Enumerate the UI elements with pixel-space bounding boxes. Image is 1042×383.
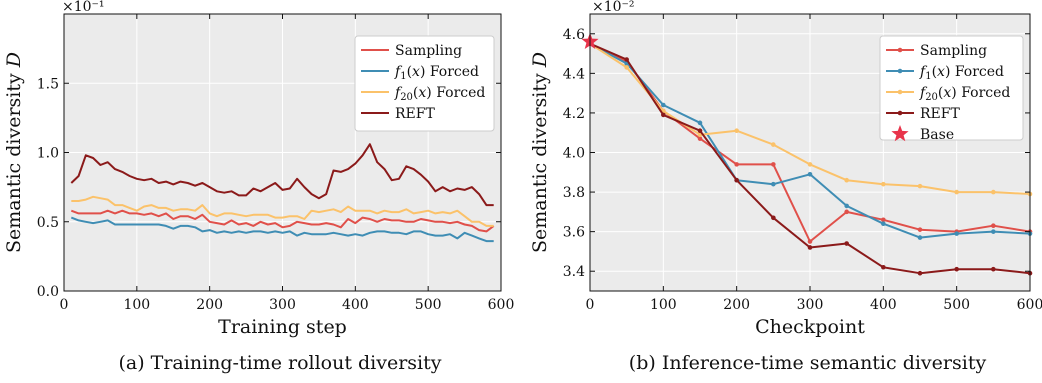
data-point-b-3 xyxy=(697,128,703,134)
data-point-b-0 xyxy=(844,209,849,215)
x-axis-label-b: Checkpoint xyxy=(755,316,865,338)
data-point-b-0 xyxy=(807,239,813,244)
data-point-b-1 xyxy=(917,235,923,240)
data-point-b-1 xyxy=(771,181,776,187)
legend-marker-b xyxy=(897,68,903,74)
x-tick-label-b: 300 xyxy=(797,297,824,313)
legend-label-b: Sampling xyxy=(920,43,987,59)
data-point-b-3 xyxy=(624,57,629,62)
data-point-b-2 xyxy=(807,162,813,167)
x-tick-label-b: 600 xyxy=(1017,297,1042,313)
legend-box-b xyxy=(879,35,1024,141)
y-tick-label-b: 3.6 xyxy=(563,225,585,241)
data-point-b-2 xyxy=(991,189,996,195)
data-point-b-0 xyxy=(697,136,703,141)
legend-marker-b xyxy=(897,89,903,95)
panel-b-caption: (b) Inference-time semantic diversity xyxy=(628,352,987,374)
data-point-b-0 xyxy=(771,162,776,167)
data-point-b-3 xyxy=(661,112,666,118)
data-point-b-1 xyxy=(661,102,666,108)
data-point-b-0 xyxy=(881,217,886,223)
x-tick-label-a: 200 xyxy=(196,297,223,313)
panel-a-caption: (a) Training-time rollout diversity xyxy=(118,352,442,374)
legend-label-a: f1(x) Forced xyxy=(394,64,479,82)
x-tick-label-a: 400 xyxy=(342,297,369,313)
data-point-b-1 xyxy=(697,120,703,126)
legend-label-a: Sampling xyxy=(395,43,462,59)
y-tick-label-b: 4.2 xyxy=(563,106,585,122)
data-point-b-2 xyxy=(954,189,959,195)
data-point-b-2 xyxy=(624,65,629,70)
data-point-b-1 xyxy=(844,203,849,209)
y-axis-label-b: Semantic diversity D xyxy=(529,52,551,253)
series-line-a-3 xyxy=(70,143,494,207)
legend-base-star xyxy=(891,125,909,142)
data-point-b-2 xyxy=(881,181,886,187)
x-tick-label-b: 400 xyxy=(870,297,897,313)
data-point-b-1 xyxy=(881,221,886,227)
y-axis-label-a: Semantic diversity D xyxy=(3,52,25,253)
y-tick-label-a: 1.0 xyxy=(37,146,59,162)
figure-svg: 0 100 200 300 400 500 600 0.0 0.5 1.0 1.5 ×10⁻¹ Trai… xyxy=(3,0,1042,338)
legend-marker-b xyxy=(897,47,903,53)
data-point-b-3 xyxy=(771,215,776,221)
y-tick-label-b: 4.6 xyxy=(563,27,585,43)
y-tick-label-b: 3.4 xyxy=(563,264,585,280)
y-tick-label-b: 4.0 xyxy=(563,146,585,162)
data-point-b-1 xyxy=(991,229,996,234)
legend-a: Sampling f1(x) Forced f20(x) Forced REFT xyxy=(354,35,495,132)
data-point-b-2 xyxy=(734,128,739,134)
x-tick-label-a: 600 xyxy=(488,297,515,313)
x-tick-label-a: 100 xyxy=(123,297,150,313)
y-tick-label-a: 1.5 xyxy=(37,76,59,92)
data-point-b-3 xyxy=(917,270,923,276)
y-tick-label-a: 0.5 xyxy=(37,215,59,231)
legend-marker-b xyxy=(897,110,903,116)
x-tick-label-b: 0 xyxy=(586,297,595,313)
data-point-b-3 xyxy=(844,241,849,246)
series-line-a-0 xyxy=(70,209,495,233)
legend-label-b: REFT xyxy=(920,106,960,122)
legend-label-a: f20(x) Forced xyxy=(394,85,485,103)
y-tick-label-b: 4.4 xyxy=(563,66,585,82)
data-point-b-2 xyxy=(771,142,776,147)
legend-label-base: Base xyxy=(920,127,954,143)
data-point-b-0 xyxy=(991,223,996,229)
data-point-b-3 xyxy=(734,177,739,183)
data-point-b-0 xyxy=(734,162,739,167)
y-tick-label-b: 3.8 xyxy=(563,185,585,201)
data-point-b-3 xyxy=(881,264,886,270)
data-point-b-2 xyxy=(844,177,849,183)
y-tick-label-a: 0.0 xyxy=(37,284,59,300)
data-point-b-1 xyxy=(807,171,813,177)
legend-box-a xyxy=(354,35,495,132)
data-point-b-1 xyxy=(954,231,959,236)
series-line-a-1 xyxy=(70,216,494,243)
legend-label-b: f1(x) Forced xyxy=(919,64,1004,82)
axis-scale-label-a: ×10⁻¹ xyxy=(62,0,105,15)
data-point-b-0 xyxy=(917,227,923,232)
x-tick-label-a: 0 xyxy=(60,297,69,313)
series-line-a-2 xyxy=(71,195,494,227)
legend-label-b: f20(x) Forced xyxy=(919,85,1010,103)
x-tick-label-b: 100 xyxy=(650,297,677,313)
legend-b: Sampling f1(x) Forced f20(x) Forced REFT Bas… xyxy=(879,35,1024,143)
data-point-b-3 xyxy=(807,245,813,250)
data-point-b-3 xyxy=(991,266,996,272)
data-point-b-3 xyxy=(954,266,959,272)
x-axis-label-a: Training step xyxy=(218,316,347,338)
x-tick-label-b: 500 xyxy=(943,297,970,313)
axis-scale-label-b: ×10⁻² xyxy=(592,0,635,15)
legend-label-a: REFT xyxy=(395,106,435,122)
x-tick-label-a: 500 xyxy=(415,297,442,313)
data-point-b-2 xyxy=(917,183,923,189)
x-tick-label-a: 300 xyxy=(269,297,296,313)
x-tick-label-b: 200 xyxy=(723,297,750,313)
